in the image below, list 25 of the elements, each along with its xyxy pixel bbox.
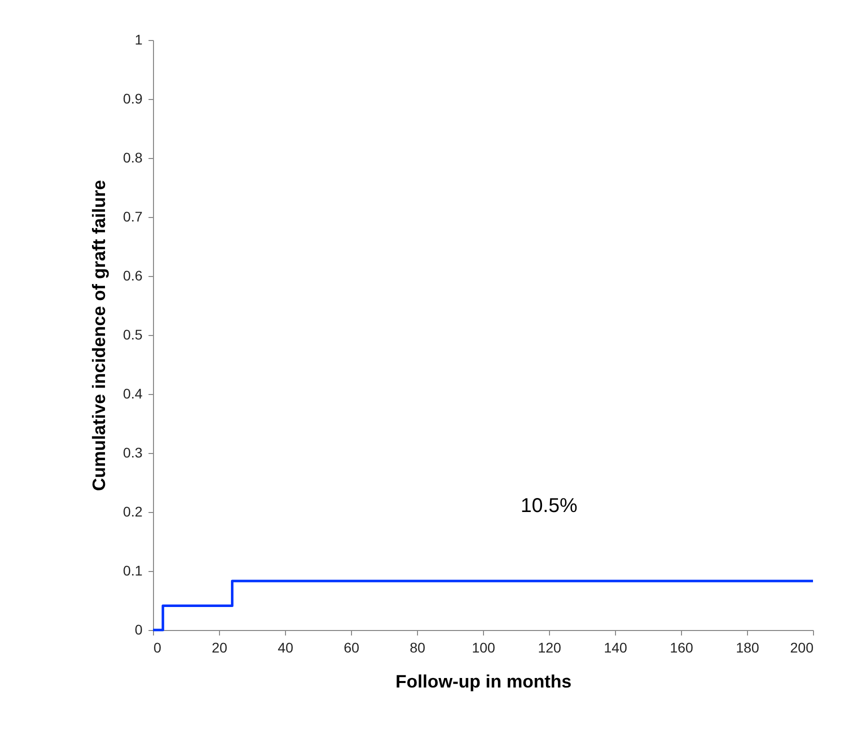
x-tick-label: 200 [790, 640, 814, 656]
x-tick-label: 0 [154, 640, 162, 656]
x-tick-label: 180 [736, 640, 760, 656]
y-tick-label: 0.7 [123, 208, 143, 224]
y-tick-label: 0.2 [123, 504, 143, 520]
x-axis-title: Follow-up in months [396, 672, 572, 692]
x-tick-label: 140 [604, 640, 628, 656]
y-tick-label: 0.3 [123, 444, 143, 460]
y-tick-label: 0.8 [123, 150, 143, 166]
x-tick-label: 100 [472, 640, 496, 656]
x-tick-label: 60 [344, 640, 360, 656]
y-tick-label: 0.4 [123, 386, 143, 402]
x-tick-label: 120 [538, 640, 562, 656]
x-tick-label: 160 [670, 640, 694, 656]
annotation: 10.5% [520, 495, 578, 518]
y-tick-label: 1 [134, 32, 143, 48]
x-tick-label: 20 [212, 640, 228, 656]
x-tick-label: 40 [278, 640, 294, 656]
y-tick-label: 0.5 [123, 326, 143, 342]
y-axis-title: Cumulative incidence of graft failure [89, 180, 110, 492]
y-tick-label: 0.1 [123, 562, 143, 578]
y-tick-label: 0 [134, 622, 143, 638]
y-tick-label: 0.9 [123, 90, 143, 106]
y-tick-label: 0.6 [123, 268, 143, 284]
x-tick-label: 80 [410, 640, 426, 656]
